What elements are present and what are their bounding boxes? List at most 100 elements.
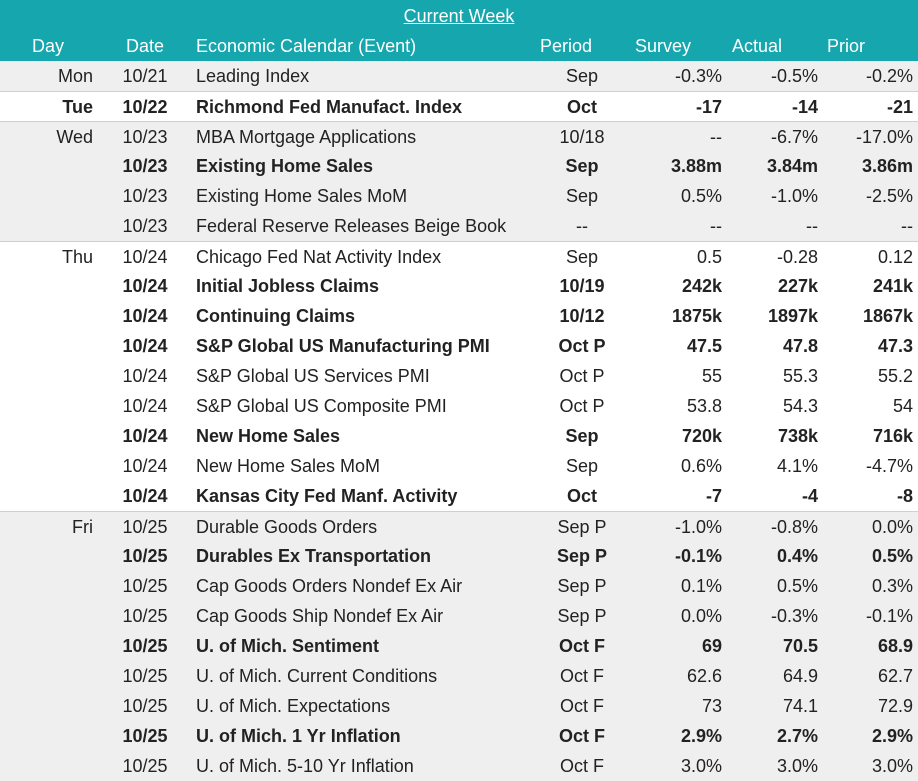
table-title: Current Week <box>403 6 515 26</box>
day-cell: Fri <box>72 517 93 537</box>
actual-cell: -0.5% <box>770 66 818 86</box>
table-row: 10/25 U. of Mich. 5-10 Yr Inflation Oct F 3… <box>0 751 918 781</box>
event-cell: Richmond Fed Manufact. Index <box>196 97 463 117</box>
date-cell: 10/23 <box>122 127 168 147</box>
actual-cell: -0.28 <box>776 247 818 267</box>
date-cell: 10/24 <box>122 486 168 506</box>
survey-cell: 2.9% <box>680 726 722 746</box>
table-row: 10/23 Existing Home Sales MoM Sep 0.5% -1.0%… <box>0 181 918 211</box>
prior-cell: 716k <box>872 426 913 446</box>
date-cell: 10/24 <box>122 396 168 416</box>
date-cell: 10/25 <box>122 756 168 776</box>
survey-cell: 62.6 <box>686 666 722 686</box>
actual-cell: 738k <box>777 426 818 446</box>
survey-cell: -1.0% <box>674 517 722 537</box>
prior-cell: 3.0% <box>871 756 913 776</box>
period-cell: 10/18 <box>559 127 605 147</box>
table-row: 10/24 Continuing Claims 10/12 1875k 1897k 186… <box>0 301 918 331</box>
period-cell: Oct F <box>560 696 604 716</box>
period-cell: Oct F <box>560 756 604 776</box>
actual-cell: -1.0% <box>770 186 818 206</box>
survey-cell: -7 <box>705 486 722 506</box>
survey-cell: 53.8 <box>686 396 722 416</box>
event-cell: U. of Mich. 1 Yr Inflation <box>196 726 401 746</box>
period-cell: Oct F <box>560 666 604 686</box>
actual-cell: 74.1 <box>782 696 818 716</box>
survey-cell: 3.0% <box>680 756 722 776</box>
event-cell: U. of Mich. Sentiment <box>196 636 380 656</box>
table-row: 10/25 U. of Mich. 1 Yr Inflation Oct F 2.9%… <box>0 721 918 751</box>
actual-cell: -6.7% <box>770 127 818 147</box>
table-row: Tue 10/22 Richmond Fed Manufact. Index Oct -… <box>0 91 918 121</box>
table-row: 10/25 U. of Mich. Current Conditions Oct F… <box>0 661 918 691</box>
table-row: 10/25 U. of Mich. Expectations Oct F 73 74.1… <box>0 691 918 721</box>
prior-cell: 241k <box>872 276 913 296</box>
survey-cell: 73 <box>701 696 722 716</box>
day-cell: Tue <box>62 97 93 117</box>
actual-cell: 47.8 <box>782 336 818 356</box>
event-cell: Initial Jobless Claims <box>196 276 380 296</box>
date-cell: 10/25 <box>122 576 168 596</box>
event-cell: Cap Goods Orders Nondef Ex Air <box>196 576 463 596</box>
table-row: 10/24 S&P Global US Composite PMI Oct P 53.… <box>0 391 918 421</box>
date-cell: 10/24 <box>122 336 168 356</box>
table-row: 10/25 Durables Ex Transportation Sep P -0.1… <box>0 541 918 571</box>
event-cell: U. of Mich. Current Conditions <box>196 666 438 686</box>
period-cell: 10/19 <box>559 276 605 296</box>
date-cell: 10/23 <box>122 156 168 176</box>
survey-cell: 242k <box>681 276 722 296</box>
prior-cell: 2.9% <box>871 726 913 746</box>
date-cell: 10/25 <box>122 636 168 656</box>
survey-cell: 0.1% <box>680 576 722 596</box>
actual-cell: 64.9 <box>782 666 818 686</box>
prior-cell: 1867k <box>862 306 913 326</box>
event-cell: Federal Reserve Releases Beige Book <box>196 216 507 236</box>
actual-cell: -4 <box>801 486 818 506</box>
table-row: 10/25 Cap Goods Orders Nondef Ex Air Sep P… <box>0 571 918 601</box>
table-row: 10/24 Initial Jobless Claims 10/19 242k 227k… <box>0 271 918 301</box>
date-cell: 10/21 <box>122 66 168 86</box>
survey-cell: 0.5% <box>680 186 722 206</box>
column-header: Period <box>539 36 593 56</box>
date-cell: 10/24 <box>122 366 168 386</box>
actual-cell: -0.3% <box>770 606 818 626</box>
survey-cell: 0.0% <box>680 606 722 626</box>
prior-cell: 72.9 <box>877 696 913 716</box>
survey-cell: -- <box>710 127 722 147</box>
prior-cell: 0.0% <box>871 517 913 537</box>
prior-cell: 54 <box>892 396 913 416</box>
actual-cell: 3.84m <box>766 156 818 176</box>
period-cell: Sep <box>565 426 599 446</box>
prior-cell: -- <box>901 216 913 236</box>
prior-cell: 3.86m <box>861 156 913 176</box>
actual-cell: 227k <box>777 276 818 296</box>
column-header: Economic Calendar (Event) <box>196 36 417 56</box>
event-cell: New Home Sales MoM <box>196 456 381 476</box>
survey-cell: -0.1% <box>674 546 722 566</box>
table-row: Wed 10/23 MBA Mortgage Applications 10/18 --… <box>0 121 918 151</box>
date-cell: 10/23 <box>122 186 168 206</box>
date-cell: 10/24 <box>122 306 168 326</box>
period-cell: Sep P <box>556 546 608 566</box>
header-band <box>0 0 918 61</box>
prior-cell: -0.2% <box>865 66 913 86</box>
survey-cell: 55 <box>701 366 722 386</box>
table-row: 10/25 U. of Mich. Sentiment Oct F 69 70.5 68.… <box>0 631 918 661</box>
prior-cell: 68.9 <box>877 636 913 656</box>
date-cell: 10/25 <box>122 726 168 746</box>
prior-cell: -0.1% <box>865 606 913 626</box>
period-cell: -- <box>576 216 588 236</box>
period-cell: Sep <box>565 186 599 206</box>
event-cell: S&P Global US Services PMI <box>196 366 430 386</box>
day-cell: Wed <box>56 127 93 147</box>
period-cell: Oct F <box>558 636 605 656</box>
event-cell: Kansas City Fed Manf. Activity <box>196 486 458 506</box>
event-cell: Existing Home Sales <box>196 156 374 176</box>
period-cell: Oct <box>566 486 597 506</box>
table-row: Mon 10/21 Leading Index Sep -0.3% -0.5% -0.2% <box>0 61 918 91</box>
actual-cell: 1897k <box>767 306 818 326</box>
day-cell: Mon <box>57 66 93 86</box>
actual-cell: -- <box>806 216 818 236</box>
period-cell: Sep <box>565 66 599 86</box>
